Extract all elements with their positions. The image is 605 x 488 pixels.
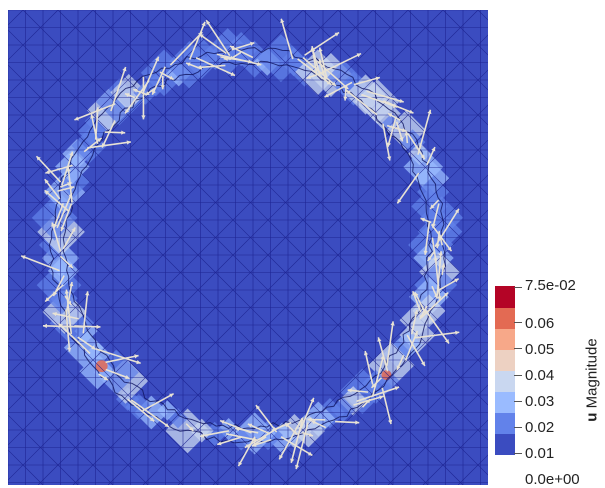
colorbar-tick bbox=[514, 453, 522, 454]
colorbar-segment bbox=[495, 307, 515, 329]
colorbar-segment bbox=[495, 370, 515, 392]
colorbar-label: 0.01 bbox=[525, 446, 554, 461]
colorbar-segment bbox=[495, 433, 515, 455]
colorbar-title: u Magnitude bbox=[584, 338, 601, 421]
colorbar-segment bbox=[495, 286, 515, 308]
color-legend-bar bbox=[495, 286, 515, 454]
colorbar-segment bbox=[495, 412, 515, 434]
mesh-field-plot bbox=[8, 10, 488, 485]
colorbar-segment bbox=[495, 349, 515, 371]
colorbar-label-max: 7.5e-02 bbox=[525, 278, 576, 293]
colorbar-segment bbox=[495, 328, 515, 350]
colorbar-label: 0.02 bbox=[525, 420, 554, 435]
render-viewport[interactable] bbox=[8, 10, 488, 485]
colorbar-tick bbox=[514, 287, 522, 288]
colorbar-label: 0.04 bbox=[525, 368, 554, 383]
colorbar-tick bbox=[514, 375, 522, 376]
colorbar-tick bbox=[514, 348, 522, 349]
colorbar-label-min: 0.0e+00 bbox=[525, 472, 580, 487]
colorbar-label: 0.03 bbox=[525, 394, 554, 409]
colorbar-segment bbox=[495, 391, 515, 413]
colorbar-tick bbox=[514, 322, 522, 323]
colorbar-tick bbox=[514, 401, 522, 402]
hot-spot bbox=[382, 370, 392, 380]
colorbar-label: 0.05 bbox=[525, 342, 554, 357]
colorbar-tick bbox=[514, 427, 522, 428]
colorbar-label: 0.06 bbox=[525, 316, 554, 331]
